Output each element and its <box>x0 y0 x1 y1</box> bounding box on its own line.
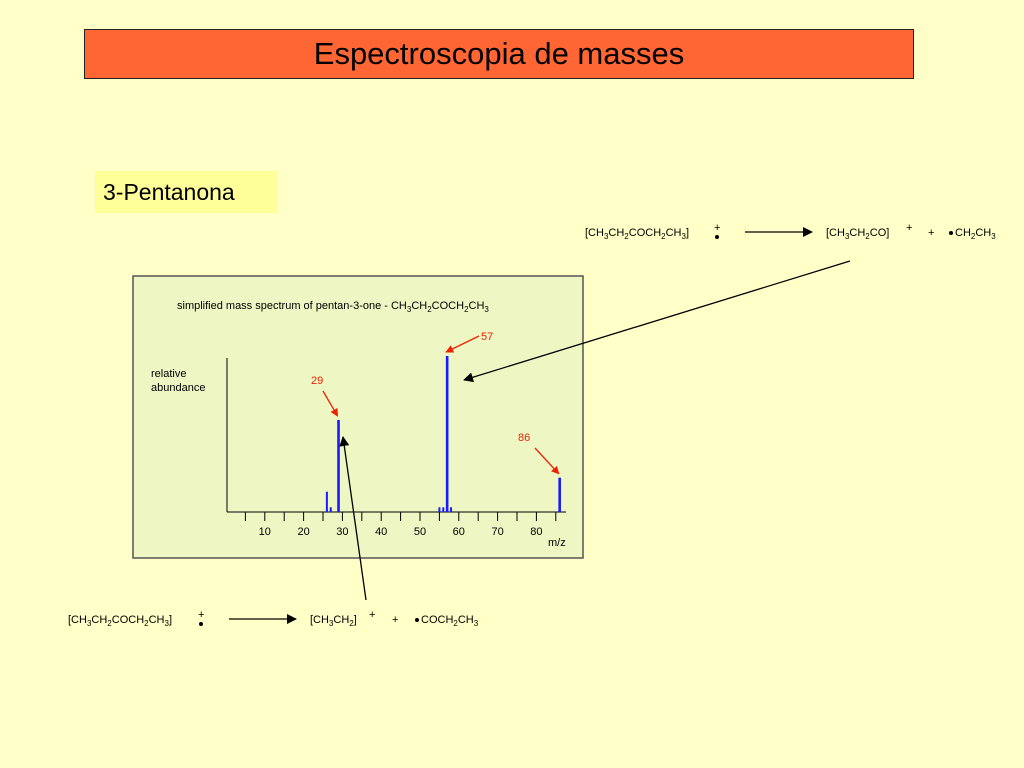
top-radical-dot <box>949 231 953 235</box>
top-radical: CH2CH3 <box>955 227 996 241</box>
x-tick-label: 70 <box>491 526 503 538</box>
peak-bar <box>450 507 453 512</box>
x-tick-label: 60 <box>453 526 465 538</box>
top-connector-arrow <box>463 260 851 383</box>
top-reactant-radical-dot <box>715 235 719 239</box>
subtitle-box: 3-Pentanona <box>95 171 277 213</box>
bottom-product: [CH3CH2] <box>310 614 357 628</box>
slide-subtitle: 3-Pentanona <box>103 178 235 205</box>
x-tick-label: 40 <box>375 526 387 538</box>
bottom-radical: COCH2CH3 <box>421 614 479 628</box>
x-tick-label: 30 <box>336 526 348 538</box>
top-reactant-charge: + <box>714 222 720 234</box>
chart-panel <box>132 275 584 559</box>
bottom-reactant-radical-dot <box>199 622 203 626</box>
peak-label-arrow <box>322 390 339 417</box>
peak-bar <box>442 507 445 512</box>
bottom-plus: + <box>392 614 398 626</box>
peak-label: 86 <box>518 432 530 444</box>
x-tick-label: 50 <box>414 526 426 538</box>
y-axis-label-line2: abundance <box>151 382 205 394</box>
peak-label: 29 <box>311 375 323 387</box>
bottom-reactant: [CH3CH2COCH2CH3] <box>68 614 172 628</box>
x-tick-label: 80 <box>530 526 542 538</box>
peak-bar <box>329 507 332 512</box>
top-reactant: [CH3CH2COCH2CH3] <box>585 227 689 241</box>
peak-bars <box>325 356 561 512</box>
peak-label-arrow <box>445 335 480 353</box>
bottom-product-charge: + <box>369 609 375 621</box>
peak-label-arrow <box>534 447 560 475</box>
peak-bar <box>558 477 561 512</box>
chart-title: simplified mass spectrum of pentan-3-one… <box>177 300 489 314</box>
top-product: [CH3CH2CO] <box>826 227 889 241</box>
bottom-reactant-charge: + <box>198 609 204 621</box>
y-axis-label-line1: relative <box>151 368 186 380</box>
peak-label: 57 <box>481 331 493 343</box>
peak-bar <box>445 356 449 512</box>
x-axis-label: m/z <box>548 537 566 549</box>
title-box: Espectroscopia de masses <box>84 29 914 79</box>
x-ticks: 10 20 30 40 50 60 70 80 <box>244 512 557 538</box>
peak-bar <box>337 419 340 512</box>
bottom-radical-dot <box>415 618 419 622</box>
bottom-connector-arrow <box>339 436 367 601</box>
peak-bar <box>438 507 441 512</box>
peak-annotations: 29 57 86 <box>311 331 560 475</box>
top-product-charge: + <box>906 222 912 234</box>
peak-bar <box>325 491 328 512</box>
x-tick-label: 10 <box>259 526 271 538</box>
slide-title: Espectroscopia de masses <box>313 36 685 71</box>
x-tick-label: 20 <box>297 526 309 538</box>
top-plus: + <box>928 227 934 239</box>
